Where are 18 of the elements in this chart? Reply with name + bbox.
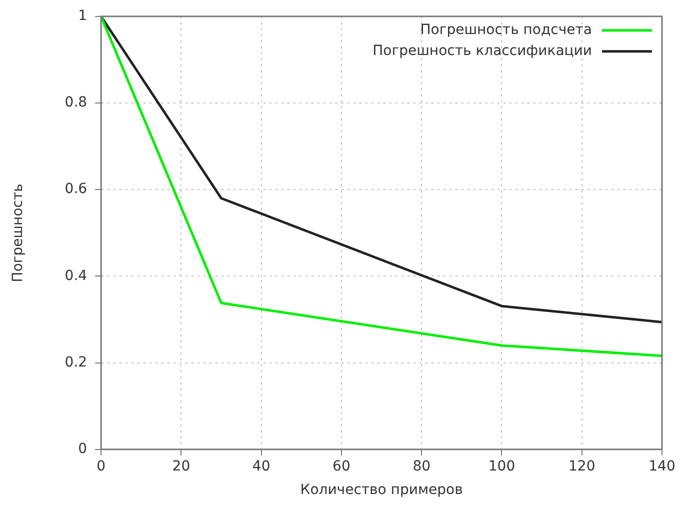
x-tick-label: 80	[412, 458, 431, 474]
x-tick-label: 40	[252, 458, 270, 474]
x-axis-title: Количество примеров	[300, 482, 463, 498]
y-tick-label: 0	[78, 441, 88, 458]
x-tick-label: 120	[568, 458, 596, 474]
y-tick-label: 0.4	[64, 268, 88, 284]
x-tick-label: 60	[332, 458, 350, 474]
x-tick-label: 140	[648, 458, 676, 474]
y-tick-label: 0.2	[64, 354, 88, 370]
y-axis-title: Погрешность	[10, 184, 26, 282]
y-tick-label: 0.6	[64, 181, 88, 198]
x-tick-label: 100	[488, 458, 516, 474]
y-tick-label: 1	[78, 8, 88, 24]
y-tick-label: 0.8	[64, 94, 88, 111]
legend-label: Погрешность классификации	[372, 43, 592, 60]
x-tick-label: 20	[172, 458, 190, 474]
legend-label: Погрешность подсчета	[420, 22, 592, 38]
x-tick-label: 0	[96, 458, 106, 474]
